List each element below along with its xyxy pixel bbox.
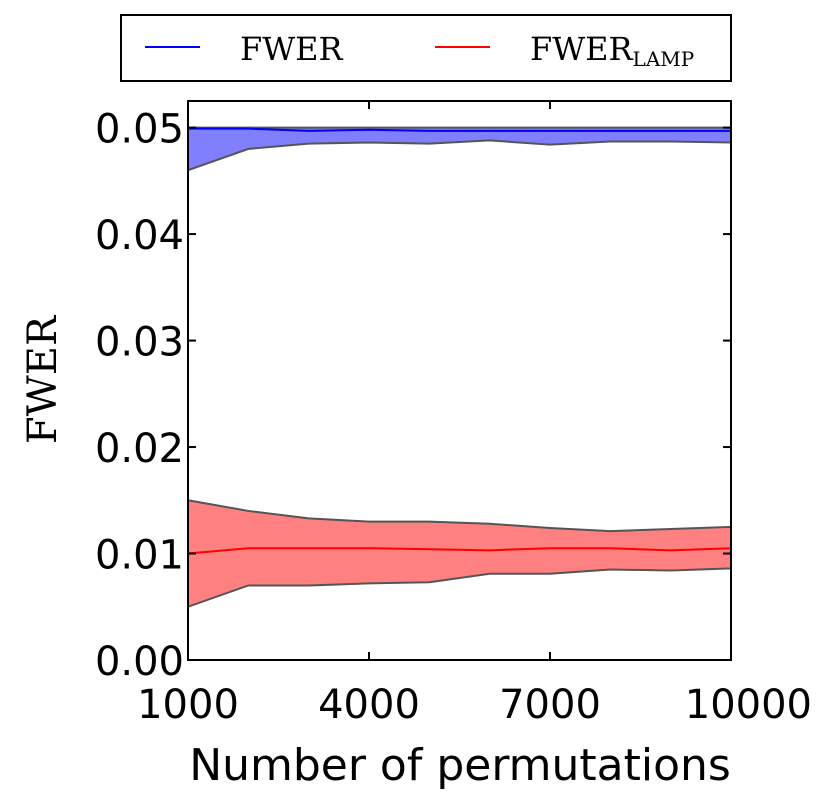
y-tick-label: 0.01 — [95, 533, 184, 579]
confidence-band — [187, 126, 732, 172]
x-tick-label: 10000 — [685, 682, 812, 728]
x-axis-label: Number of permutations — [189, 740, 731, 791]
x-tick-label: 4000 — [318, 682, 420, 728]
legend-name: FWER — [530, 30, 633, 68]
legend-label: FWERLAMP — [530, 30, 694, 71]
legend-subscript: LAMP — [633, 47, 695, 71]
confidence-band — [187, 499, 732, 609]
legend-box — [120, 14, 732, 82]
y-tick-label: 0.03 — [95, 320, 184, 366]
y-axis-label: FWER — [20, 314, 66, 444]
plot-frame — [187, 100, 732, 661]
y-tick-label: 0.00 — [95, 639, 184, 685]
line — [187, 547, 732, 555]
y-tick-label: 0.04 — [95, 213, 184, 259]
x-tick-label: 1000 — [137, 682, 239, 728]
y-tick-label: 0.05 — [95, 107, 184, 153]
x-tick-label: 7000 — [499, 682, 601, 728]
legend-name: FWER — [240, 30, 343, 68]
line — [188, 127, 731, 132]
y-tick-label: 0.02 — [95, 426, 184, 472]
legend-label: FWER — [240, 30, 343, 68]
